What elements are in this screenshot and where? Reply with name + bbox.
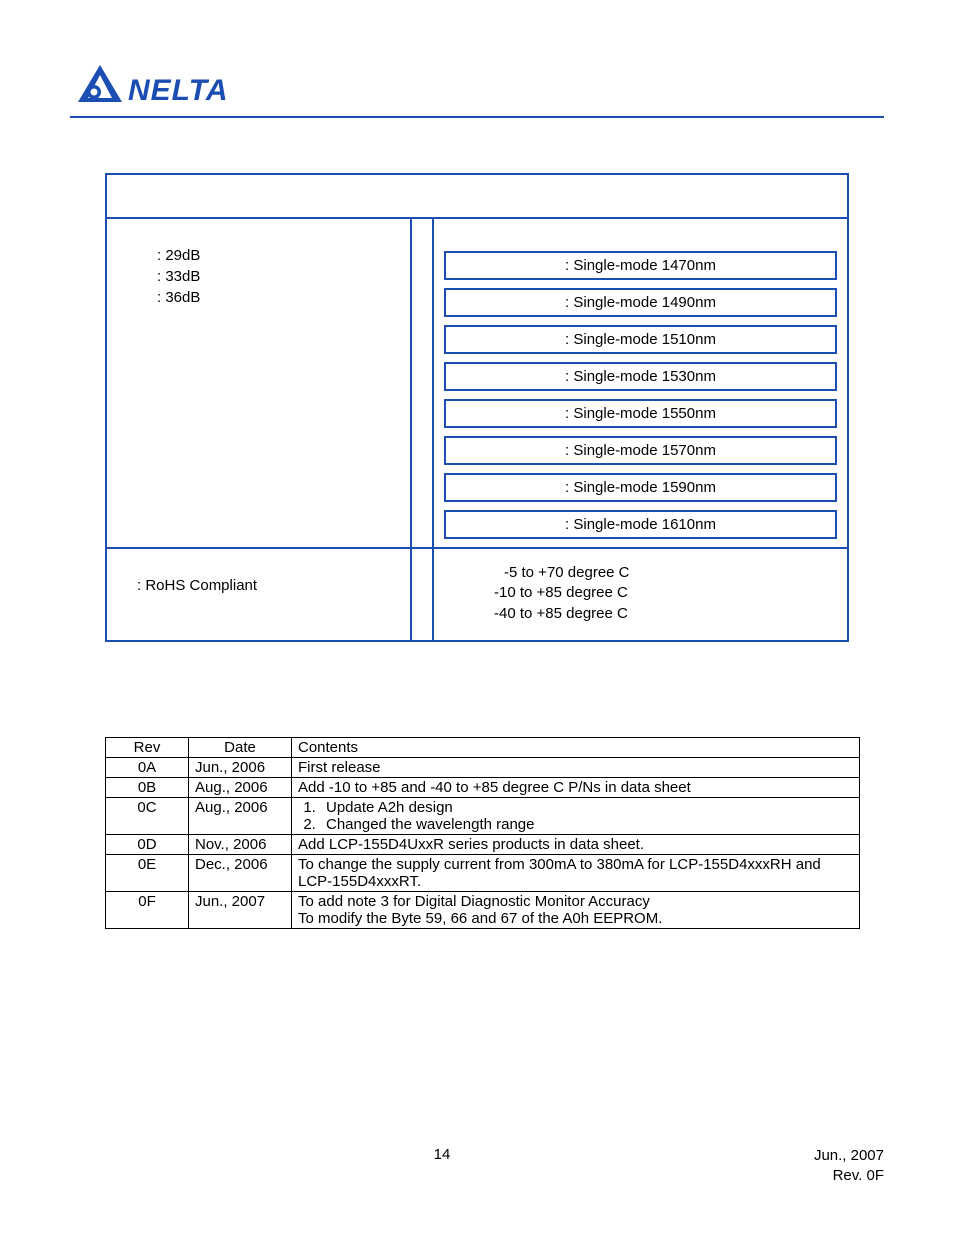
cell-contents: First release: [292, 757, 860, 777]
cell-contents: Update A2h design Changed the wavelength…: [292, 797, 860, 834]
spec-row-2: : RoHS Compliant -5 to +70 degree C -10 …: [107, 547, 847, 640]
footer-right: Jun., 2007 Rev. 0F: [814, 1146, 884, 1185]
cell-date: Aug., 2006: [189, 797, 292, 834]
header-rule: [70, 116, 884, 118]
cell-contents: Add LCP-155D4UxxR series products in dat…: [292, 834, 860, 854]
mode-item-0: : Single-mode 1470nm: [444, 251, 837, 280]
table-row: 0B Aug., 2006 Add -10 to +85 and -40 to …: [106, 777, 860, 797]
spec-db-cell: : 29dB : 33dB : 36dB: [107, 219, 412, 547]
mode-item-6: : Single-mode 1590nm: [444, 473, 837, 502]
col-header-contents: Contents: [292, 737, 860, 757]
table-row: 0A Jun., 2006 First release: [106, 757, 860, 777]
spec-gap-2: [412, 549, 434, 640]
mode-item-4: : Single-mode 1550nm: [444, 399, 837, 428]
db-line-0: : 29dB: [157, 245, 400, 266]
page: NELTA : 29dB : 33dB : 36dB : Single-mode…: [0, 0, 954, 1235]
spec-gap-1: [412, 219, 434, 547]
cell-rev: 0B: [106, 777, 189, 797]
table-row: 0E Dec., 2006 To change the supply curre…: [106, 854, 860, 891]
cell-rev: 0C: [106, 797, 189, 834]
mode-item-3: : Single-mode 1530nm: [444, 362, 837, 391]
spec-row-1: : 29dB : 33dB : 36dB : Single-mode 1470n…: [107, 219, 847, 547]
list-item: Changed the wavelength range: [320, 816, 853, 833]
mode-item-1: : Single-mode 1490nm: [444, 288, 837, 317]
spec-box: : 29dB : 33dB : 36dB : Single-mode 1470n…: [105, 173, 849, 642]
temp-line-1: -10 to +85 degree C: [474, 583, 837, 603]
table-row: 0D Nov., 2006 Add LCP-155D4UxxR series p…: [106, 834, 860, 854]
cell-date: Jun., 2007: [189, 891, 292, 928]
temp-line-0: -5 to +70 degree C: [474, 563, 837, 583]
table-header-row: Rev Date Contents: [106, 737, 860, 757]
cell-rev: 0F: [106, 891, 189, 928]
rohs-text: : RoHS Compliant: [137, 575, 400, 596]
list-item: Update A2h design: [320, 799, 853, 816]
revision-table: Rev Date Contents 0A Jun., 2006 First re…: [105, 737, 860, 929]
temp-block: -5 to +70 degree C -10 to +85 degree C -…: [444, 555, 837, 632]
contents-line: To modify the Byte 59, 66 and 67 of the …: [298, 910, 853, 927]
cell-date: Jun., 2006: [189, 757, 292, 777]
spec-temp-cell: -5 to +70 degree C -10 to +85 degree C -…: [434, 549, 847, 640]
mode-item-7: : Single-mode 1610nm: [444, 510, 837, 539]
col-header-date: Date: [189, 737, 292, 757]
db-line-2: : 36dB: [157, 287, 400, 308]
cell-rev: 0E: [106, 854, 189, 891]
cell-contents: To add note 3 for Digital Diagnostic Mon…: [292, 891, 860, 928]
temp-line-2: -40 to +85 degree C: [474, 604, 837, 624]
cell-date: Aug., 2006: [189, 777, 292, 797]
mode-item-2: : Single-mode 1510nm: [444, 325, 837, 354]
cell-rev: 0A: [106, 757, 189, 777]
cell-contents: Add -10 to +85 and -40 to +85 degree C P…: [292, 777, 860, 797]
header: NELTA: [70, 60, 884, 110]
contents-line: To add note 3 for Digital Diagnostic Mon…: [298, 893, 853, 910]
spec-rohs-cell: : RoHS Compliant: [107, 549, 412, 640]
cell-date: Dec., 2006: [189, 854, 292, 891]
table-row: 0C Aug., 2006 Update A2h design Changed …: [106, 797, 860, 834]
page-number: 14: [70, 1146, 814, 1185]
mode-item-5: : Single-mode 1570nm: [444, 436, 837, 465]
cell-date: Nov., 2006: [189, 834, 292, 854]
table-row: 0F Jun., 2007 To add note 3 for Digital …: [106, 891, 860, 928]
footer-rev: Rev. 0F: [814, 1166, 884, 1186]
db-line-1: : 33dB: [157, 266, 400, 287]
spec-top-bar: [107, 175, 847, 219]
brand-wordmark: NELTA: [128, 74, 229, 107]
footer-date: Jun., 2007: [814, 1146, 884, 1166]
col-header-rev: Rev: [106, 737, 189, 757]
cell-rev: 0D: [106, 834, 189, 854]
delta-logo-icon: NELTA: [70, 60, 270, 110]
brand-logo: NELTA: [70, 60, 270, 110]
cell-contents: To change the supply current from 300mA …: [292, 854, 860, 891]
spec-modes-cell: : Single-mode 1470nm : Single-mode 1490n…: [434, 219, 847, 547]
page-footer: 14 Jun., 2007 Rev. 0F: [70, 1146, 884, 1185]
